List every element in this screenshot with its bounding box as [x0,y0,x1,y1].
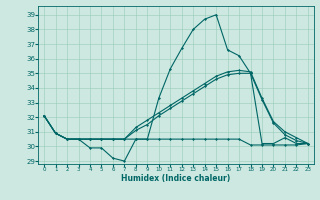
X-axis label: Humidex (Indice chaleur): Humidex (Indice chaleur) [121,174,231,183]
